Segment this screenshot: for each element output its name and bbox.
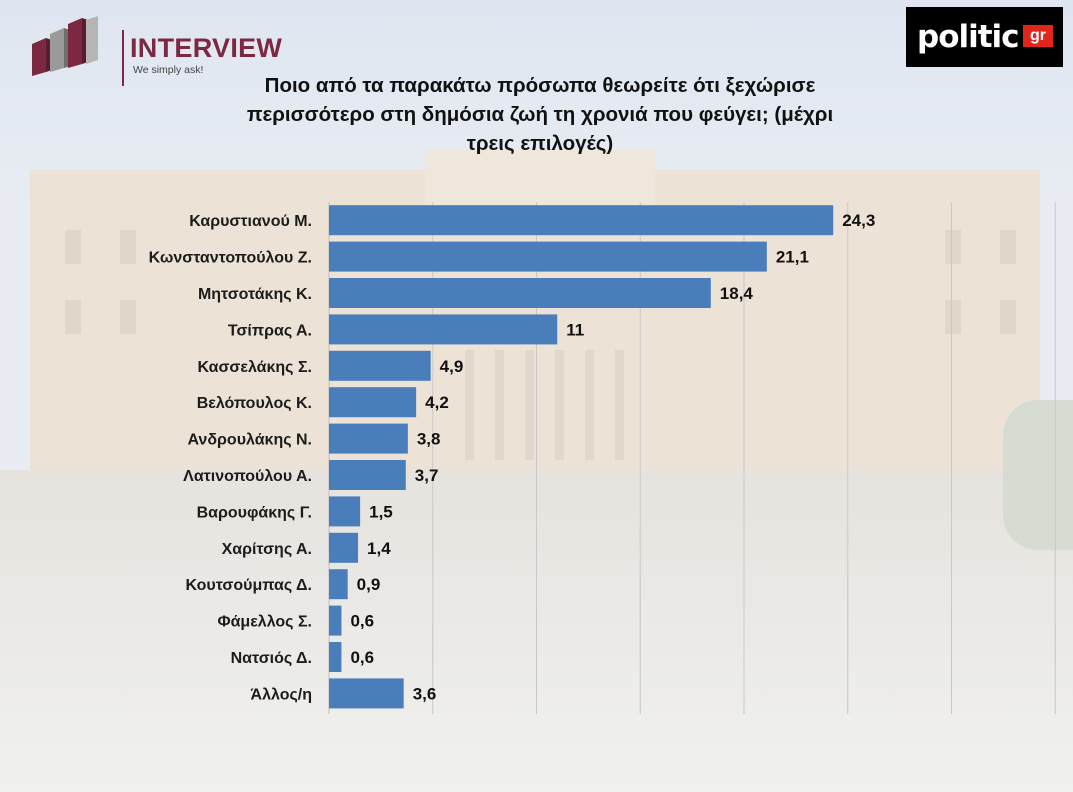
data-label: 3,8 — [417, 430, 441, 449]
background-window — [945, 300, 961, 334]
data-label: 1,5 — [369, 502, 393, 521]
background-tree — [1003, 400, 1073, 550]
bar — [329, 387, 417, 418]
background-window — [120, 230, 136, 264]
background-column — [495, 350, 504, 460]
bar — [329, 241, 767, 272]
chart-title-line: περισσότερο στη δημόσια ζωή τη χρονιά πο… — [246, 103, 834, 126]
bar — [329, 605, 342, 636]
bar — [329, 532, 359, 563]
category-label: Καρυστιανού Μ. — [189, 213, 312, 230]
politic-logo: politic gr — [906, 7, 1063, 67]
background-column — [615, 350, 624, 460]
interview-logo: INTERVIEW We simply ask! — [30, 14, 282, 86]
data-label: 4,2 — [425, 393, 449, 412]
background-window — [1000, 300, 1016, 334]
category-label: Λατινοπούλου Α. — [183, 468, 312, 485]
category-label: Κωνσταντοπούλου Ζ. — [149, 250, 312, 267]
bar — [329, 460, 406, 490]
logo-divider — [122, 30, 124, 86]
data-label: 3,6 — [413, 684, 437, 703]
bar — [329, 496, 361, 527]
data-label: 24,3 — [842, 211, 875, 230]
category-label: Ανδρουλάκης Ν. — [187, 432, 312, 449]
chart-bars — [329, 205, 834, 709]
data-label: 18,4 — [720, 284, 754, 303]
bar — [329, 423, 408, 454]
data-label: 11 — [566, 320, 584, 339]
data-label: 0,6 — [350, 612, 374, 631]
category-label: Κασσελάκης Σ. — [197, 359, 312, 376]
category-label: Βαρουφάκης Γ. — [197, 504, 312, 521]
bar — [329, 350, 431, 381]
category-label: Νατσιός Δ. — [231, 650, 312, 667]
chart-gridlines — [328, 202, 1056, 714]
background-window — [1000, 230, 1016, 264]
background-pediment — [425, 150, 655, 210]
data-label: 1,4 — [367, 539, 391, 558]
background-column — [585, 350, 594, 460]
interview-logo-mark-icon — [32, 16, 98, 76]
bar — [329, 205, 834, 236]
chart-title-line: Ποιο από τα παρακάτω πρόσωπα θεωρείτε ότ… — [264, 74, 816, 97]
category-label: Τσίπρας Α. — [228, 322, 312, 339]
background-column — [525, 350, 534, 460]
interview-logo-title: INTERVIEW — [130, 33, 283, 63]
data-label: 3,7 — [415, 466, 439, 485]
data-label: 4,9 — [440, 357, 464, 376]
data-label: 21,1 — [776, 248, 809, 267]
background-column — [465, 350, 474, 460]
category-label: Χαρίτσης Α. — [222, 541, 312, 558]
bar — [329, 678, 404, 709]
politic-logo-suffix: gr — [1023, 25, 1053, 47]
bar — [329, 642, 342, 672]
background-column — [555, 350, 564, 460]
chart-title-line: τρεις επιλογές) — [466, 132, 614, 155]
chart-value-labels: 24,3 21,1 18,4 11 4,9 4,2 3,8 3,7 1,5 1,4 0,9 0,6 0,… — [350, 211, 875, 703]
chart-category-labels: Καρυστιανού Μ. Κωνσταντοπούλου Ζ. Μητσοτάκ… — [149, 213, 312, 703]
data-label: 0,9 — [357, 575, 381, 594]
category-label: Άλλος/η — [251, 686, 312, 703]
politic-logo-word: politic — [917, 19, 1020, 55]
background-window — [945, 230, 961, 264]
chart-title: Ποιο από τα παρακάτω πρόσωπα θεωρείτε ότ… — [140, 71, 940, 158]
category-label: Μητσοτάκης Κ. — [198, 286, 312, 303]
data-label: 0,6 — [350, 648, 374, 667]
background-window — [120, 300, 136, 334]
background-window — [65, 300, 81, 334]
bar — [329, 314, 558, 345]
interview-logo-tagline: We simply ask! — [133, 64, 204, 76]
category-label: Φάμελλος Σ. — [217, 614, 312, 631]
bar — [329, 278, 711, 308]
category-label: Βελόπουλος Κ. — [197, 395, 312, 412]
background-window — [65, 230, 81, 264]
category-label: Κουτσούμπας Δ. — [185, 577, 312, 594]
bar — [329, 569, 348, 600]
